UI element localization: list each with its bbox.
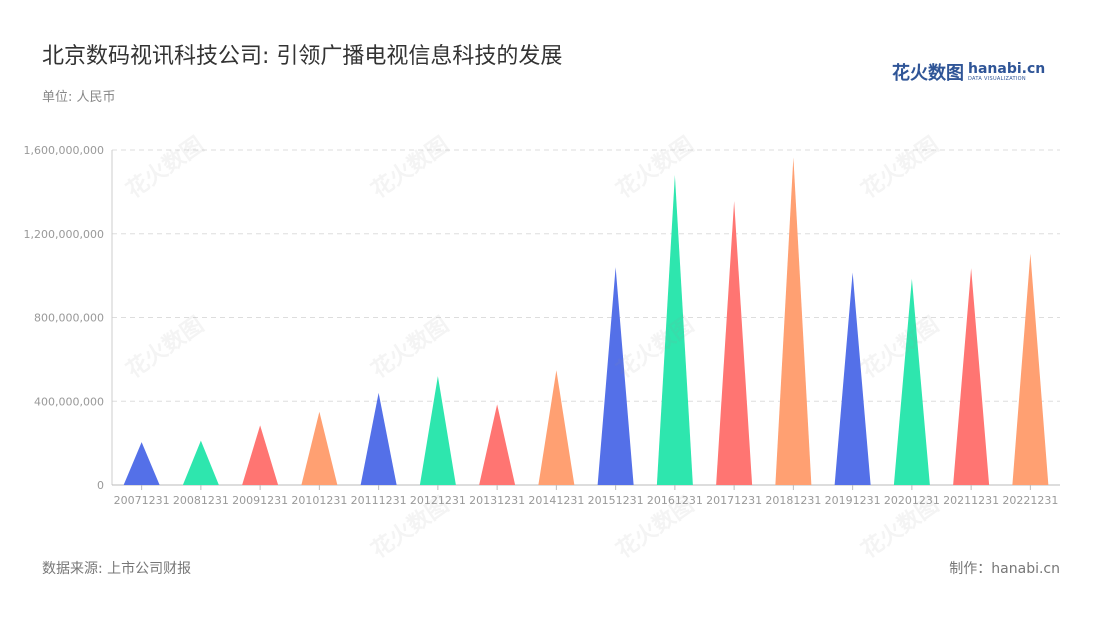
logo-en-text: hanabi.cn [968,61,1046,77]
maker-credit: 制作：hanabi.cn [949,561,1060,577]
bar-triangle [893,278,930,485]
y-tick-label: 400,000,000 [34,395,104,408]
y-tick-label: 1,200,000,000 [24,228,104,241]
x-tick-label: 20141231 [528,494,584,507]
bar-triangle [597,267,634,485]
bar-triangle [360,392,397,485]
brand-logo: 花火数图 hanabi.cn DATA VISUALIZATION [892,58,1045,86]
x-tick-label: 20161231 [647,494,703,507]
x-tick-label: 20071231 [114,494,170,507]
chart-title: 北京数码视讯科技公司: 引领广播电视信息科技的发展 [42,44,563,69]
x-tick-label: 20101231 [291,494,347,507]
x-tick-label: 20151231 [588,494,644,507]
bar-triangle [242,425,279,485]
y-tick-label: 0 [97,479,104,492]
bar-triangle [834,272,871,485]
bar-triangle [479,404,516,485]
data-source: 数据来源: 上市公司财报 [42,561,192,577]
logo-en-group: hanabi.cn DATA VISUALIZATION [968,62,1045,82]
y-tick-label: 800,000,000 [34,312,104,325]
bar-triangle [953,268,990,485]
logo-cn-text: 花火数图 [892,63,964,84]
bar-triangle [1012,253,1049,485]
x-tick-label: 20181231 [765,494,821,507]
x-tick-label: 20121231 [410,494,466,507]
bar-triangle [182,440,219,485]
y-tick-label: 1,600,000,000 [24,144,104,157]
x-tick-label: 20191231 [825,494,881,507]
bar-triangle [123,442,160,485]
x-tick-label: 20081231 [173,494,229,507]
logo-sub-text: DATA VISUALIZATION [968,76,1026,82]
bar-triangle [301,411,338,485]
bar-triangle [716,201,753,485]
x-tick-label: 20211231 [943,494,999,507]
bar-triangle [775,157,812,485]
x-tick-label: 20171231 [706,494,762,507]
x-tick-label: 20111231 [351,494,407,507]
bar-triangle [538,370,575,485]
x-tick-label: 20221231 [1002,494,1058,507]
unit-label: 单位: 人民币 [42,90,116,105]
x-tick-label: 20131231 [469,494,525,507]
bar-triangle [656,175,693,485]
x-tick-label: 20201231 [884,494,940,507]
bar-triangle [419,376,456,485]
x-tick-label: 20091231 [232,494,288,507]
